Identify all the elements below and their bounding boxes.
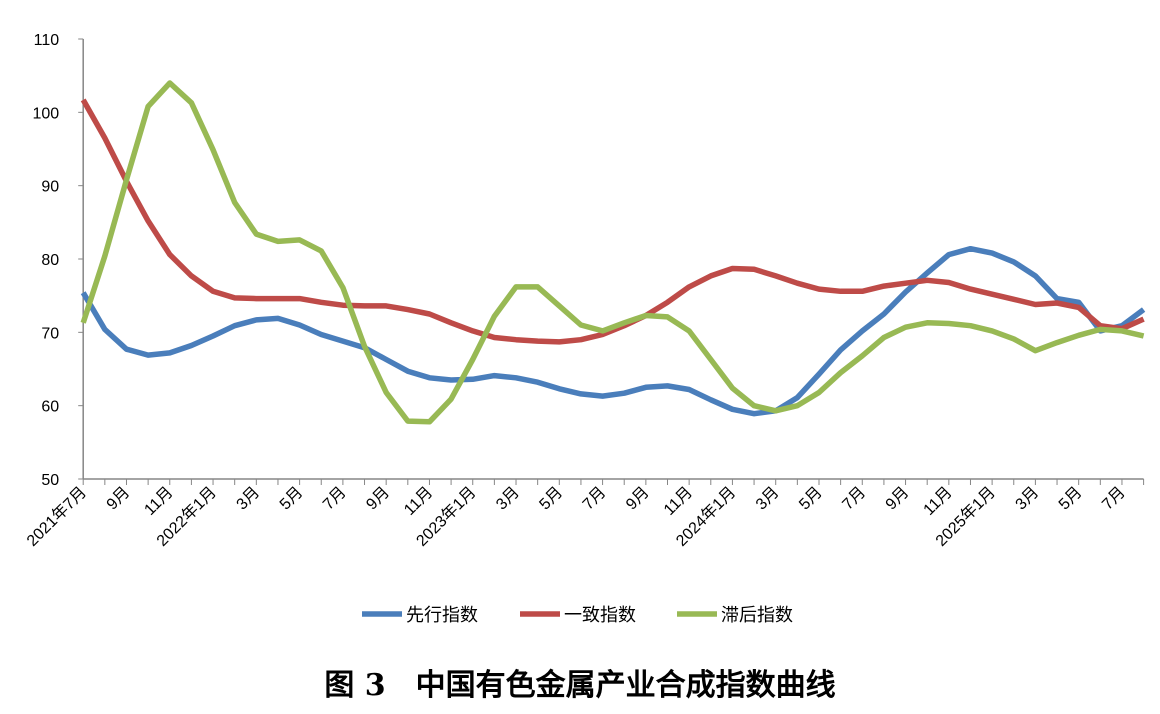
y-tick-label: 100 [32, 105, 59, 122]
x-tick-label: 5月 [536, 484, 566, 514]
x-tick-label: 11月 [142, 484, 177, 519]
x-tick-label: 7月 [580, 484, 610, 514]
series-line-1 [80, 245, 1146, 417]
y-tick-label: 70 [41, 325, 59, 342]
x-tick-label: 9月 [104, 484, 134, 514]
series-line-2 [80, 98, 1145, 345]
x-tick-label: 9月 [363, 484, 393, 514]
x-tick-label: 11月 [661, 484, 696, 519]
y-tick-label: 90 [41, 179, 59, 196]
x-tick-label: 3月 [1013, 484, 1043, 514]
y-tick-label: 80 [41, 252, 59, 269]
x-tick-label: 5月 [277, 484, 307, 514]
series-line-3 [80, 80, 1145, 425]
y-tick-label: 110 [34, 32, 60, 49]
x-tick-label: 3月 [493, 484, 523, 514]
x-tick-label: 5月 [1056, 484, 1086, 514]
x-tick-label: 2021年7月 [23, 483, 90, 550]
x-tick-label: 3月 [753, 484, 783, 514]
x-tick-label: 7月 [839, 484, 869, 514]
x-tick-label: 9月 [883, 484, 913, 514]
y-tick-label: 50 [41, 472, 59, 489]
legend-label: 滞后指数 [721, 605, 793, 626]
legend-label: 一致指数 [564, 605, 636, 626]
x-tick-label: 3月 [234, 484, 264, 514]
x-tick-label: 11月 [921, 484, 956, 519]
legend: 先行指数 一致指数 滞后指数 [362, 605, 793, 626]
x-tick-label: 7月 [320, 484, 350, 514]
y-tick-label: 60 [41, 399, 59, 416]
x-tick-label: 5月 [796, 484, 826, 514]
x-tick-label: 7月 [1099, 484, 1129, 514]
figure-caption: 图 3 中国有色金属产业合成指数曲线 [324, 668, 836, 703]
x-tick-label: 11月 [401, 484, 436, 519]
x-tick-label: 9月 [623, 484, 653, 514]
legend-label: 先行指数 [406, 605, 478, 626]
series-lines [80, 80, 1146, 425]
